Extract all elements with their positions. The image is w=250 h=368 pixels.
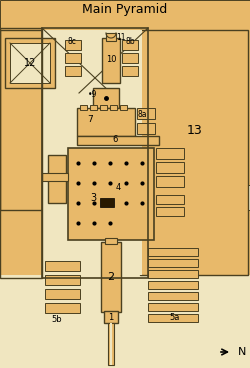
Text: 5a: 5a (170, 314, 180, 322)
Bar (110, 323, 112, 365)
Bar (45, 303, 80, 313)
Text: 1: 1 (108, 312, 114, 322)
Text: 4: 4 (116, 184, 120, 192)
Text: 5b: 5b (52, 315, 62, 325)
Bar (100, 198, 114, 207)
Text: 8b: 8b (125, 38, 135, 46)
Bar (148, 248, 198, 256)
Bar (148, 292, 198, 300)
Bar (68, 148, 154, 240)
Text: 10: 10 (106, 56, 116, 64)
Bar (77, 108, 135, 136)
Bar (0, 28, 42, 278)
Bar (42, 30, 142, 275)
Text: 2: 2 (108, 272, 114, 282)
Bar (0, 275, 250, 368)
Bar (45, 289, 80, 299)
Bar (140, 30, 248, 275)
Bar (156, 148, 184, 159)
Bar (5, 38, 55, 88)
Bar (148, 270, 198, 278)
Bar (156, 195, 184, 204)
Text: 6: 6 (112, 135, 118, 145)
Bar (48, 155, 66, 203)
Text: 8a: 8a (138, 110, 147, 119)
Bar (104, 311, 118, 323)
Text: 7: 7 (87, 116, 93, 124)
Bar (120, 105, 127, 110)
Bar (45, 275, 80, 285)
Bar (137, 123, 155, 134)
Text: •9: •9 (88, 90, 98, 99)
Text: N: N (238, 347, 246, 357)
Text: Main Pyramid: Main Pyramid (82, 4, 168, 17)
Polygon shape (0, 0, 250, 275)
Bar (101, 242, 121, 312)
Text: 3: 3 (90, 193, 96, 203)
Bar (122, 53, 138, 63)
Bar (110, 105, 117, 110)
Bar (156, 162, 184, 173)
Bar (122, 66, 138, 76)
Bar (93, 88, 119, 108)
Bar (65, 53, 81, 63)
Bar (148, 281, 198, 289)
Bar (108, 323, 114, 365)
Bar (90, 105, 97, 110)
Bar (0, 30, 42, 210)
Bar (106, 33, 116, 41)
Text: 13: 13 (187, 124, 203, 137)
Bar (65, 66, 81, 76)
Bar (148, 314, 198, 322)
Bar (148, 259, 198, 267)
Bar (102, 38, 120, 83)
Bar (156, 176, 184, 187)
Bar (10, 43, 50, 83)
Bar (148, 303, 198, 311)
Bar (42, 28, 148, 278)
Bar (42, 173, 68, 181)
Bar (45, 261, 80, 271)
Bar (100, 105, 107, 110)
Bar (122, 40, 138, 50)
Text: 11: 11 (116, 33, 126, 42)
Bar (65, 40, 81, 50)
Text: 12: 12 (24, 58, 36, 68)
Bar (156, 207, 184, 216)
Bar (77, 136, 159, 145)
Text: 8c: 8c (68, 38, 77, 46)
Bar (105, 238, 117, 244)
Bar (80, 105, 87, 110)
Bar (137, 108, 155, 119)
